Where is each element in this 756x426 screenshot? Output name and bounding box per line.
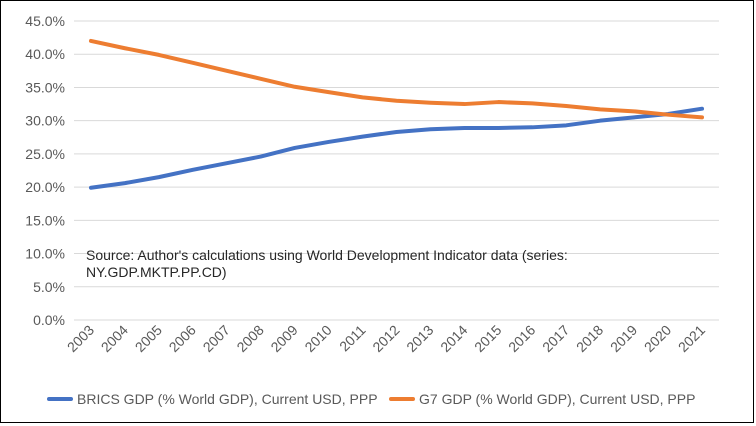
x-tick-label: 2004 (98, 322, 131, 355)
x-tick-label: 2013 (403, 322, 436, 355)
x-tick-label: 2019 (607, 322, 640, 355)
x-tick-label: 2009 (267, 322, 300, 355)
gridlines (74, 20, 719, 321)
x-tick-label: 2003 (64, 322, 97, 355)
x-tick-label: 2016 (505, 322, 538, 355)
y-tick-label: 5.0% (33, 279, 65, 295)
legend: BRICS GDP (% World GDP), Current USD, PP… (47, 391, 695, 407)
y-tick-label: 20.0% (25, 179, 65, 195)
x-tick-label: 2017 (539, 322, 572, 355)
source-note-line-2: NY.GDP.MKTP.PP.CD) (86, 264, 227, 280)
y-tick-label: 10.0% (25, 246, 65, 262)
y-tick-label: 0.0% (33, 312, 65, 328)
legend-label-brics: BRICS GDP (% World GDP), Current USD, PP… (77, 391, 378, 407)
x-tick-label: 2005 (132, 322, 165, 355)
x-axis-ticks: 2003 2004 2005 2006 2007 2008 2009 2010 2011 2012… (64, 322, 709, 355)
y-tick-label: 30.0% (25, 113, 65, 129)
y-axis-ticks: 0.0% 5.0% 10.0% 15.0% 20.0% 25.0% 30.0% 35.0% 40… (25, 13, 65, 328)
y-tick-label: 35.0% (25, 79, 65, 95)
y-tick-label: 15.0% (25, 212, 65, 228)
x-tick-label: 2010 (301, 322, 334, 355)
y-tick-label: 45.0% (25, 13, 65, 29)
series-line-brics (88, 106, 705, 190)
source-note: Source: Author's calculations using Worl… (86, 247, 568, 280)
x-tick-label: 2015 (471, 322, 504, 355)
y-tick-label: 25.0% (25, 146, 65, 162)
x-tick-label: 2021 (675, 322, 708, 355)
legend-label-g7: G7 GDP (% World GDP), Current USD, PPP (419, 391, 695, 407)
x-tick-label: 2006 (166, 322, 199, 355)
x-tick-label: 2020 (641, 322, 674, 355)
y-tick-label: 40.0% (25, 46, 65, 62)
source-note-line-1: Source: Author's calculations using Worl… (86, 247, 568, 263)
series-line-g7 (88, 38, 705, 120)
x-tick-label: 2014 (437, 322, 470, 355)
x-tick-label: 2018 (573, 322, 606, 355)
x-tick-label: 2008 (233, 322, 266, 355)
x-tick-label: 2011 (336, 322, 369, 355)
x-tick-label: 2012 (369, 322, 402, 355)
x-tick-label: 2007 (200, 322, 233, 355)
series-group (88, 38, 705, 190)
